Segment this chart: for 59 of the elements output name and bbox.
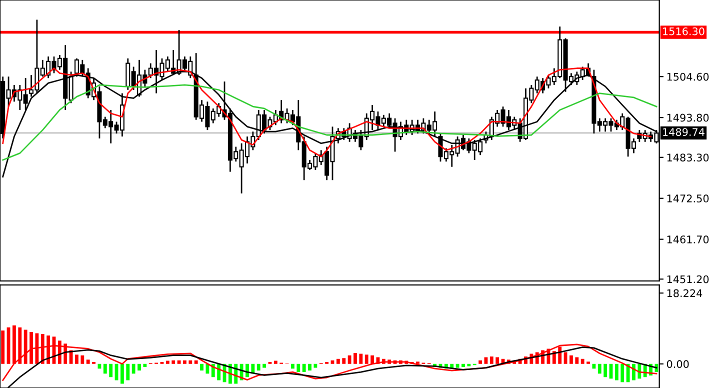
bar (632, 364, 636, 380)
bar (200, 364, 204, 371)
bar (132, 364, 136, 374)
bar (336, 358, 340, 364)
bar (614, 364, 618, 380)
bar (462, 364, 465, 368)
bar (490, 356, 494, 364)
y-tick-label: 1451.20 (667, 275, 709, 284)
bar (564, 352, 568, 364)
y-tick-label: 1461.70 (667, 236, 709, 244)
bar (456, 364, 460, 368)
bar (302, 364, 306, 372)
bar (308, 364, 312, 371)
bar (359, 354, 363, 364)
y-tick-label: 0.00 (666, 360, 689, 368)
bar (274, 360, 278, 364)
bar (291, 364, 294, 369)
bar (109, 364, 113, 378)
bar (558, 346, 562, 364)
bar (172, 360, 176, 364)
bar (194, 360, 198, 364)
bar (626, 364, 630, 382)
bar (103, 364, 107, 374)
bar (296, 364, 300, 372)
y-tick-label: 1493.80 (667, 114, 709, 122)
bar (604, 364, 608, 378)
bar (580, 358, 584, 364)
bar (143, 364, 147, 368)
bar (496, 357, 500, 364)
bar (256, 364, 260, 371)
bar (620, 364, 624, 382)
bar (478, 360, 482, 364)
ref-line-label: 1489.74 (663, 128, 704, 136)
bar (1, 330, 5, 364)
y-tick-label: 1504.60 (667, 72, 709, 81)
bar (138, 364, 141, 371)
bar (598, 364, 602, 374)
bar (364, 354, 368, 364)
bar (188, 360, 192, 364)
y-tick-label: 1483.30 (667, 154, 709, 162)
bar (126, 364, 130, 380)
bar (570, 355, 573, 364)
bar (575, 357, 579, 364)
bar (354, 353, 357, 364)
ref-line-label: 1516.30 (663, 27, 704, 36)
bar (314, 364, 318, 368)
bar (166, 360, 170, 364)
bar (592, 364, 596, 369)
bar (120, 364, 124, 384)
y-tick-label: 18.224 (667, 289, 702, 298)
bar (348, 355, 352, 364)
bar (262, 364, 266, 368)
bar (370, 355, 374, 364)
bar (75, 354, 78, 364)
bar (183, 360, 186, 364)
y-tick-label: 1472.50 (667, 194, 709, 202)
bar (86, 360, 90, 364)
bar (80, 355, 84, 364)
bar (342, 358, 346, 364)
